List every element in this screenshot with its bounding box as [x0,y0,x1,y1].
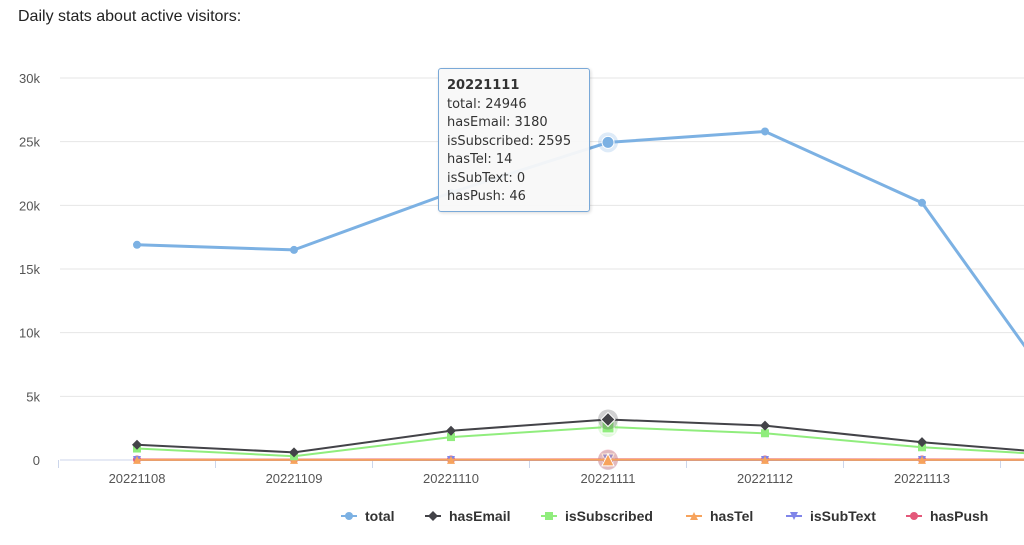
data-point-hasEmail [132,439,142,450]
series-group [132,127,1024,470]
legend-marker-hasPush [910,512,918,520]
tooltip-row-hasemail: hasEmail: 3180 [447,115,548,130]
legend-marker-hasEmail [428,511,438,521]
data-point-total [918,198,926,207]
x-tick-label: 20221113 [894,471,950,486]
x-tick-label: 20221111 [581,471,636,486]
tooltip-row-hastel: hasTel: 14 [447,152,513,167]
y-tick-label: 20k [19,198,40,213]
tooltip-row-issubscribed: isSubscribed: 2595 [447,133,572,149]
data-point-hasTel [761,455,769,464]
legend-label-hasPush[interactable]: hasPush [930,508,988,524]
y-tick-label: 30k [19,71,40,86]
data-point-hasTel [447,455,455,464]
data-point-hasEmail [289,447,299,458]
data-point-total [133,240,141,249]
x-tick-label: 20221109 [266,471,323,486]
tooltip-row-total: total: 24946 [447,96,527,112]
legend-marker-isSubText [790,512,798,520]
data-point-isSubscribed [918,443,926,452]
x-tick-label: 20221110 [423,471,479,486]
legend-marker-hasTel [690,512,698,520]
legend-marker-isSubscribed [545,512,553,520]
y-tick-label: 5k [26,389,40,404]
tooltip-row-haspush: hasPush: 46 [447,189,526,204]
y-tick-label: 0 [33,453,40,468]
legend-label-isSubscribed[interactable]: isSubscribed [565,508,653,524]
data-point-hasEmail [600,411,616,428]
legend-label-hasEmail[interactable]: hasEmail [449,508,510,524]
data-point-total [601,135,615,149]
x-tick-label: 20221112 [737,471,793,486]
data-point-hasTel [918,455,926,464]
data-point-hasEmail [917,437,927,448]
data-point-hasEmail [760,420,770,431]
y-tick-label: 25k [19,135,40,150]
x-tick-label: 20221108 [109,471,166,486]
legend-marker-total [345,512,353,520]
page-heading: Daily stats about active visitors: [18,8,242,25]
tooltip-title: 20221111 [447,78,520,93]
data-point-isSubscribed [447,433,455,442]
data-point-isSubscribed [761,429,769,438]
data-point-hasEmail [446,425,456,436]
y-tick-label: 15k [19,262,40,277]
data-point-hasTel [133,455,141,464]
y-tick-label: 10k [19,326,40,341]
data-point-total [290,245,298,254]
data-point-total [761,127,769,136]
legend-label-total[interactable]: total [365,508,395,524]
series-line-hasEmail [136,418,1024,454]
tooltip-row-issubtext: isSubText: 0 [447,170,526,186]
chart-tooltip: 20221111 total: 24946 hasEmail: 3180 isS… [438,68,590,212]
legend-label-isSubText[interactable]: isSubText [810,508,876,524]
legend-label-hasTel[interactable]: hasTel [710,508,753,524]
data-point-hasTel [601,452,615,467]
